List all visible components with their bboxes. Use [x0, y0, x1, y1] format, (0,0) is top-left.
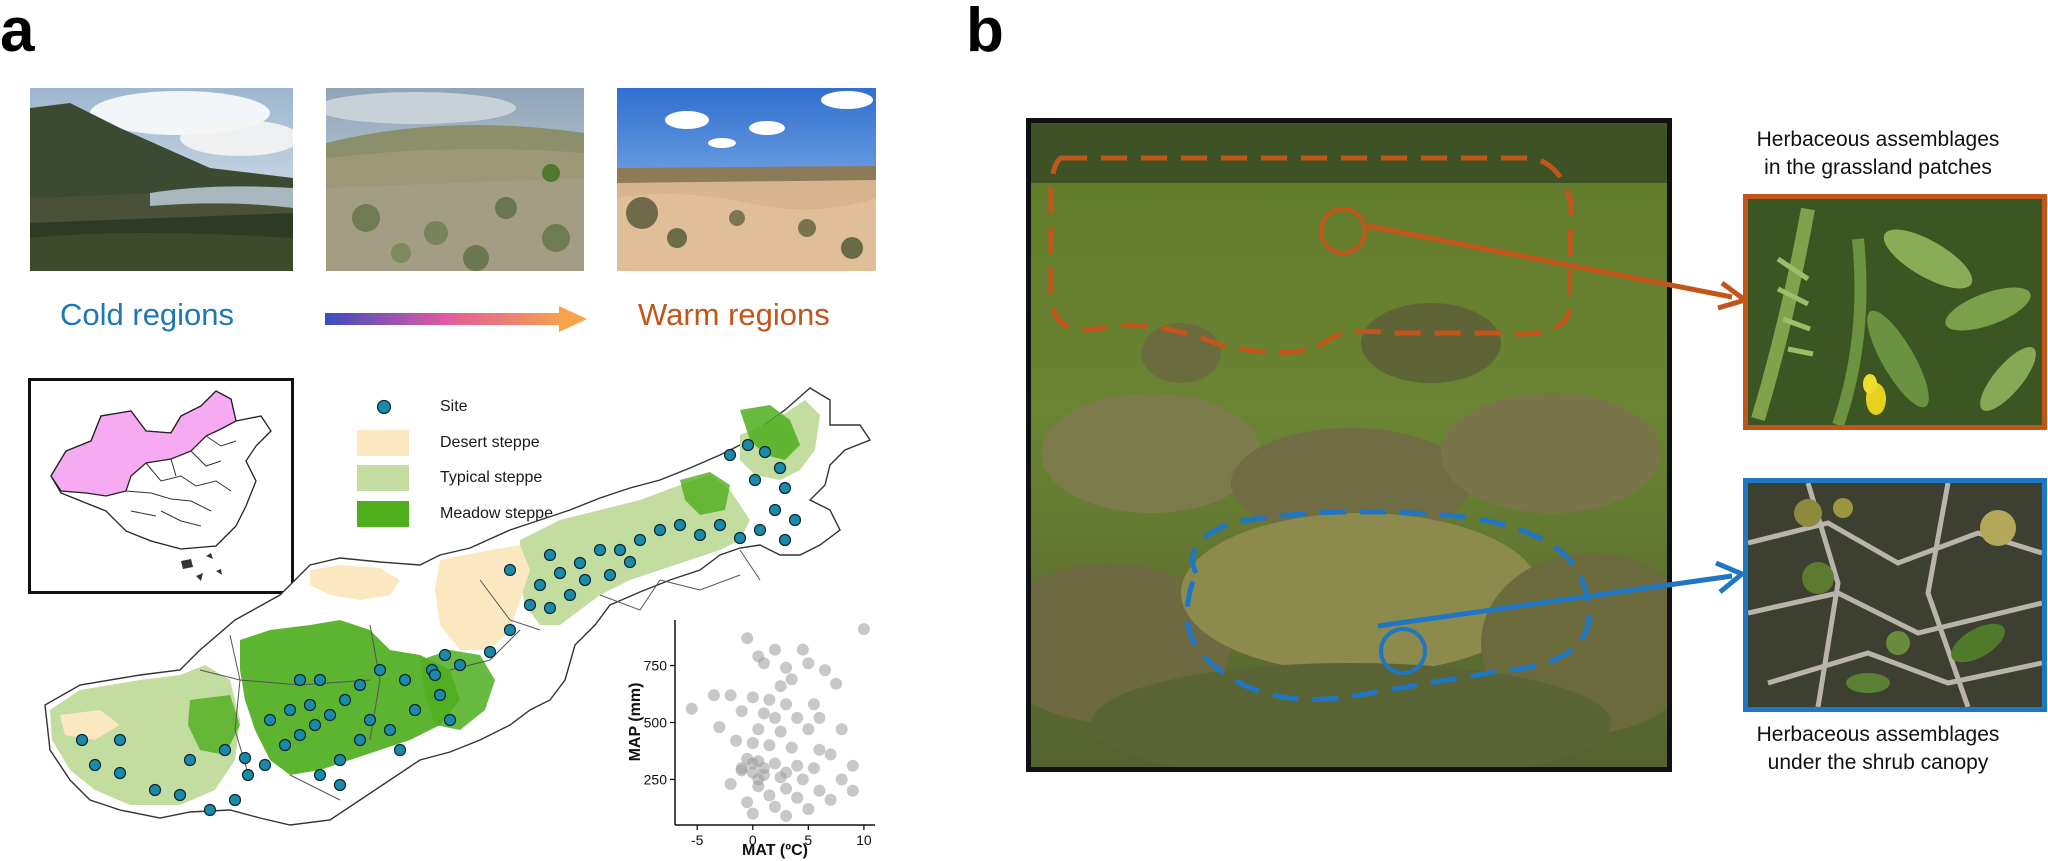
scatter-point [757, 762, 770, 775]
legend-site-label: Site [440, 398, 468, 415]
scatter-point [802, 723, 815, 736]
scatter-y-axis-title: MAP (mm) [627, 683, 644, 762]
scatter-point [813, 743, 826, 756]
scatter-point [730, 734, 743, 747]
scatter-point [769, 800, 781, 813]
scatter-point [807, 698, 820, 711]
legend-desert-label: Desert steppe [440, 434, 540, 451]
scatter-point [713, 721, 726, 734]
scatter-y-tick-label: 500 [644, 715, 668, 731]
scatter-point [835, 773, 848, 786]
scatter-x-axis-title: MAT (ºC) [742, 842, 808, 859]
typical-steppe-swatch [357, 465, 409, 491]
scatter-point [846, 759, 859, 772]
scatter-point [785, 741, 798, 754]
warm-regions-label: Warm regions [638, 297, 830, 332]
warm-region-photo [617, 88, 876, 271]
scatter-point [685, 702, 698, 715]
grassland-caption: Herbaceous assemblages in the grassland … [1718, 126, 2038, 182]
scatter-point [857, 623, 870, 636]
shrub-sample-circle [1379, 627, 1427, 675]
scatter-point [746, 757, 759, 770]
scatter-point [774, 680, 787, 693]
scatter-point [769, 757, 781, 770]
scatter-point [802, 803, 815, 816]
scatter-y-tick-label: 250 [644, 771, 668, 787]
connector-arrows [1367, 223, 1751, 629]
scatter-point [785, 673, 798, 686]
scatter-point [774, 725, 787, 738]
scatter-point [791, 791, 804, 804]
grassland-distribution-map [44, 387, 872, 826]
shrub-caption: Herbaceous assemblages under the shrub c… [1718, 721, 2038, 777]
scatter-point [763, 693, 776, 706]
scatter-point [746, 737, 759, 749]
scatter-point [813, 784, 826, 797]
scatter-point [796, 773, 809, 786]
field-photo-frame [1026, 118, 1672, 772]
scatter-y-tick-label: 750 [644, 658, 668, 674]
panel-a-letter: a [0, 0, 35, 65]
shrub-closeup-photo [1743, 478, 2047, 712]
mat-map-scatter-plot: -5 0 5 10 250 500 750 MAT (ºC) MAP (mm) [627, 620, 875, 859]
scatter-point [791, 711, 804, 724]
scatter-point [835, 723, 848, 736]
grassland-caption-line-2: in the grassland patches [1764, 156, 1992, 179]
scatter-point [819, 664, 831, 677]
scatter-point [813, 711, 826, 724]
desert-steppe-swatch [357, 430, 409, 456]
scatter-point [780, 661, 793, 674]
scatter-point [807, 762, 820, 775]
scatter-point [830, 677, 843, 690]
grassland-sample-circle [1319, 207, 1367, 255]
scatter-point [780, 698, 793, 711]
grassland-patch-outline [1048, 155, 1574, 355]
scatter-point [724, 778, 737, 790]
scatter-point [769, 711, 781, 724]
scatter-point [824, 793, 837, 806]
scatter-point [746, 691, 759, 704]
scatter-x-tick-label: 5 [804, 832, 812, 848]
scatter-point [796, 643, 809, 656]
scatter-point [746, 807, 759, 820]
scatter-point [741, 796, 754, 809]
cold-regions-label: Cold regions [60, 297, 235, 332]
scatter-point [735, 762, 748, 775]
scatter-point [724, 689, 737, 702]
legend-meadow-label: Meadow steppe [440, 505, 553, 522]
scatter-point [780, 766, 793, 779]
scatter-point [707, 689, 720, 702]
site-legend-marker [376, 399, 392, 415]
grassland-caption-line-1: Herbaceous assemblages [1756, 128, 2000, 151]
intermediate-region-photo [326, 88, 584, 271]
scatter-point [780, 809, 793, 822]
scatter-x-tick-label: -5 [691, 832, 704, 848]
china-inset-map [28, 378, 294, 594]
shrub-canopy-outline [1184, 509, 1592, 703]
scatter-point [757, 657, 770, 670]
cold-region-photo [30, 88, 293, 271]
meadow-steppe-swatch [357, 501, 409, 527]
scatter-point [741, 632, 754, 645]
panel-b-letter: b [966, 0, 1004, 65]
scatter-point [769, 643, 781, 656]
scatter-point [780, 782, 793, 795]
scatter-point [791, 759, 804, 772]
scatter-point [763, 789, 776, 802]
scatter-point [752, 773, 765, 786]
scatter-point [824, 748, 837, 761]
scatter-point [735, 705, 748, 718]
scatter-point [802, 657, 815, 670]
scatter-x-tick-label: 10 [856, 832, 872, 848]
scatter-point [757, 707, 770, 720]
scatter-x-tick-label: 0 [749, 832, 757, 848]
scatter-point [846, 784, 859, 797]
legend-typical-label: Typical steppe [440, 469, 543, 486]
shrub-caption-line-2: under the shrub canopy [1767, 751, 1989, 774]
temperature-gradient-arrow [325, 306, 587, 332]
grassland-closeup-photo [1743, 194, 2047, 430]
scatter-point [752, 723, 765, 736]
scatter-point [763, 739, 776, 752]
shrub-caption-line-1: Herbaceous assemblages [1756, 723, 2000, 746]
